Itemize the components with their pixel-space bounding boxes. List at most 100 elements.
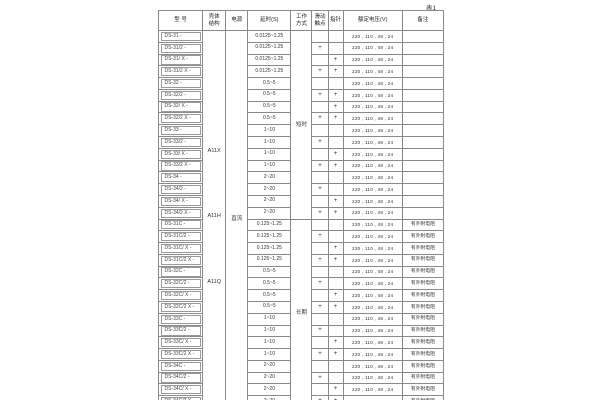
- model-label: DS-32 -: [161, 78, 201, 89]
- model-label: DS-34C/ X -: [161, 385, 201, 395]
- voltage-cell: 220 , 110 , 48 , 24: [342, 41, 403, 55]
- slide-contact-cell: [311, 194, 329, 208]
- model-cell: DS-34C/2 -: [157, 371, 204, 385]
- model-label: DS-32C/2 X -: [161, 302, 201, 312]
- note-cell: 有外附电阻: [401, 395, 445, 400]
- slide-contact-cell: [311, 171, 329, 185]
- model-cell: DS-34C/ X -: [157, 383, 204, 397]
- table-row: DS-31/2 - 0.0125~1.25 +220 , 110 , 48 , 24: [157, 41, 445, 55]
- voltage-cell: 220 , 110 , 48 , 24: [342, 348, 403, 361]
- model-label: DS-32C -: [161, 267, 201, 277]
- note-cell: [401, 147, 445, 161]
- voltage-cell: 220 , 110 , 48 , 24: [342, 183, 403, 196]
- slide-contact-cell: [311, 265, 329, 279]
- note-cell: 有外附电阻: [401, 242, 445, 255]
- header-voltage: 额定电压(V): [342, 10, 403, 31]
- note-cell: 有外附电阻: [401, 312, 445, 326]
- slide-contact-cell: +: [311, 136, 329, 149]
- voltage-cell: 220 , 110 , 48 , 24: [342, 65, 403, 79]
- model-cell: DS-33/2 X -: [157, 159, 204, 173]
- pointer-cell: [327, 277, 344, 291]
- delay-cell: 2~20: [247, 359, 292, 373]
- model-label: DS-33/2 X -: [161, 161, 201, 171]
- note-cell: 有外附电阻: [401, 359, 445, 373]
- slide-contact-cell: [311, 383, 329, 397]
- model-label: DS-34C/2 -: [161, 373, 201, 383]
- voltage-cell: 220 , 110 , 48 , 24: [342, 100, 403, 114]
- model-cell: DS-32 -: [157, 77, 204, 90]
- voltage-cell: 220 , 110 , 48 , 24: [342, 136, 403, 149]
- work-mode-cell: 长期: [290, 218, 313, 400]
- table-row: DS-33C/ X - 1~10 +220 , 110 , 48 , 24 有外附电阻: [157, 336, 445, 350]
- delay-cell: 0.0125~1.25: [247, 65, 292, 79]
- pointer-cell: +: [327, 348, 344, 361]
- delay-cell: 0.5~5: [247, 265, 292, 279]
- note-cell: [401, 112, 445, 126]
- pointer-cell: +: [327, 300, 344, 314]
- note-cell: 有外附电阻: [401, 371, 445, 385]
- slide-contact-cell: +: [311, 277, 329, 291]
- voltage-cell: 220 , 110 , 48 , 24: [342, 88, 403, 102]
- slide-contact-cell: [311, 218, 329, 232]
- table-body: DS-31 - A11X A11H A11Q 直流 0.0125~1.25 短时 220 , …: [157, 30, 445, 400]
- table-row: DS-33/2 - 1~10 +220 , 110 , 48 , 24: [157, 136, 445, 149]
- pointer-cell: +: [327, 336, 344, 350]
- slide-contact-cell: +: [311, 88, 329, 102]
- note-cell: [401, 65, 445, 79]
- voltage-cell: 220 , 110 , 48 , 24: [342, 395, 403, 400]
- model-cell: DS-31C/ X -: [157, 242, 204, 255]
- delay-cell: 0.0125~1.25: [247, 30, 292, 43]
- slide-contact-cell: +: [311, 206, 329, 220]
- model-cell: DS-32C/2 X -: [157, 300, 204, 314]
- note-cell: 有外附电阻: [401, 265, 445, 279]
- pointer-cell: [327, 312, 344, 326]
- pointer-cell: [327, 371, 344, 385]
- voltage-cell: 220 , 110 , 48 , 24: [342, 112, 403, 126]
- delay-cell: 1~10: [247, 336, 292, 350]
- model-label: DS-31C/ X -: [161, 243, 201, 254]
- delay-cell: 1~10: [247, 312, 292, 326]
- table-row: DS-31 - A11X A11H A11Q 直流 0.0125~1.25 短时 220 , …: [157, 30, 445, 400]
- note-cell: [401, 53, 445, 67]
- slide-contact-cell: [311, 100, 329, 114]
- pointer-cell: [327, 30, 344, 43]
- model-cell: DS-32/2 X -: [157, 112, 204, 126]
- note-cell: 有外附电阻: [401, 324, 445, 338]
- table-row: DS-34C/2 - 2~20 +220 , 110 , 48 , 24 有外附电阻: [157, 371, 445, 385]
- model-label: DS-33C/2 X -: [161, 349, 201, 360]
- delay-cell: 2~20: [247, 206, 292, 220]
- model-label: DS-34C/2 X -: [161, 397, 201, 400]
- slide-contact-cell: +: [311, 395, 329, 400]
- voltage-cell: 220 , 110 , 48 , 24: [342, 242, 403, 255]
- voltage-cell: 220 , 110 , 48 , 24: [342, 371, 403, 385]
- delay-cell: 0.5~5: [247, 88, 292, 102]
- note-cell: [401, 124, 445, 138]
- model-label: DS-31/2 -: [161, 43, 201, 53]
- model-cell: DS-31C -: [157, 218, 204, 232]
- table-row: DS-33 - 1~10 220 , 110 , 48 , 24: [157, 124, 445, 138]
- power-cell: 直流: [225, 30, 249, 400]
- model-label: DS-32/2 X -: [161, 114, 201, 124]
- table-row: DS-34/2 X - 2~20 + +220 , 110 , 48 , 24: [157, 206, 445, 220]
- voltage-cell: 220 , 110 , 48 , 24: [342, 171, 403, 185]
- note-cell: 有外附电阻: [401, 218, 445, 232]
- model-cell: DS-31 -: [157, 30, 204, 43]
- header-case: 壳体 结构: [202, 10, 227, 31]
- model-label: DS-31C -: [161, 220, 201, 230]
- table-row: DS-34C/2 X - 2~20 ++220 , 110 , 48 , 24有外附…: [157, 395, 445, 400]
- delay-cell: 2~20: [247, 383, 292, 397]
- model-label: DS-33/2 -: [161, 137, 201, 148]
- note-cell: [401, 88, 445, 102]
- model-label: DS-34/2 X -: [161, 208, 201, 218]
- table-row: DS-31C/2 X - 0.125~1.25 + +220 , 110 , 48 ,…: [157, 253, 445, 267]
- model-cell: DS-31/2 -: [157, 41, 204, 55]
- delay-cell: 1~10: [247, 147, 292, 161]
- table-row: DS-34 - 2~20 220 , 110 , 48 , 24: [157, 171, 445, 185]
- pointer-cell: +: [327, 242, 344, 255]
- model-label: DS-32/2 -: [161, 90, 201, 100]
- slide-contact-cell: [311, 147, 329, 161]
- header-pointer: 指针: [327, 10, 344, 31]
- slide-contact-cell: [311, 289, 329, 302]
- pointer-cell: [327, 77, 344, 90]
